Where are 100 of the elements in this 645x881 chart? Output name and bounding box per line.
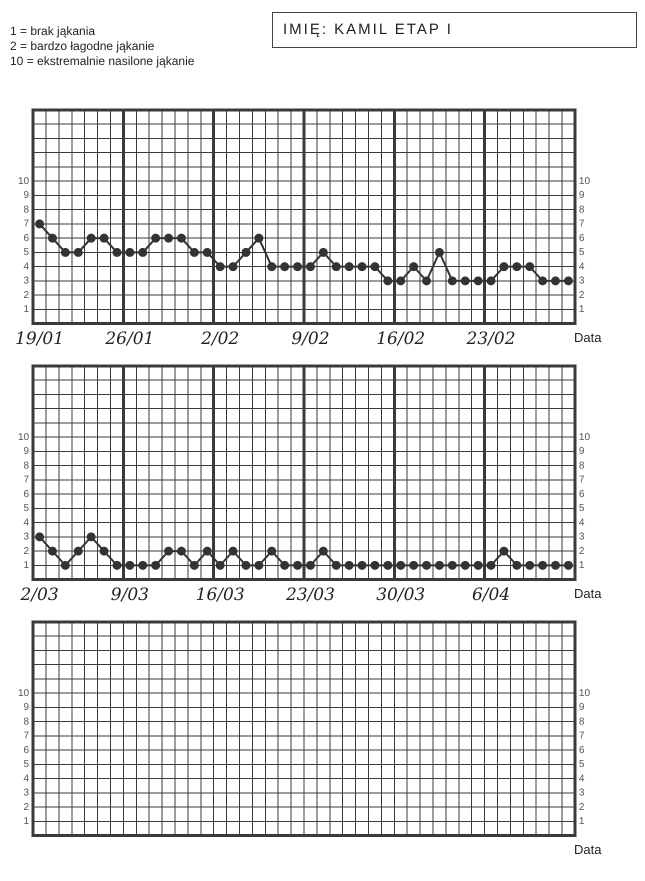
- point: [216, 560, 225, 570]
- point: [370, 262, 380, 272]
- point: [486, 560, 496, 570]
- y-tick-label: 3: [24, 788, 30, 799]
- point: [396, 560, 406, 570]
- y-tick-label: 1: [24, 816, 30, 828]
- y-tick-label: 8: [24, 460, 30, 472]
- y-tick-label: 1: [24, 560, 30, 572]
- y2-tick-label: 5: [578, 759, 585, 770]
- point: [241, 560, 250, 570]
- x-tick-label: 9/02: [291, 329, 330, 350]
- point: [241, 248, 250, 257]
- y-tick-label: 10: [18, 432, 30, 443]
- point: [151, 560, 160, 570]
- point: [112, 248, 122, 257]
- point: [60, 248, 70, 257]
- x-tick-label: 6/04: [472, 585, 510, 606]
- point: [280, 262, 290, 272]
- y2-tick-label: 9: [578, 446, 585, 458]
- y2-tick-label: 8: [578, 460, 585, 472]
- y-tick-label: 8: [24, 716, 30, 728]
- y-tick-label: 1: [24, 304, 30, 316]
- point: [460, 560, 470, 570]
- y2-tick-label: 3: [578, 276, 585, 287]
- y-tick-label: 6: [24, 744, 30, 756]
- point: [383, 560, 392, 570]
- point: [267, 546, 276, 556]
- y-tick-label: 4: [24, 517, 30, 528]
- point: [254, 234, 264, 243]
- point: [434, 560, 444, 570]
- point: [538, 276, 548, 286]
- point: [499, 262, 508, 272]
- point: [100, 546, 109, 556]
- point: [383, 276, 392, 286]
- point: [564, 560, 573, 570]
- y2-tick-label: 1: [578, 560, 585, 572]
- y-tick-label: 7: [24, 730, 30, 742]
- y2-tick-label: 5: [578, 247, 585, 258]
- point: [293, 560, 302, 570]
- point: [396, 276, 406, 286]
- point: [460, 276, 470, 286]
- x-tick-label: 16/02: [376, 329, 426, 350]
- point: [358, 262, 367, 272]
- y-tick-label: 9: [24, 702, 30, 714]
- point: [551, 560, 560, 570]
- y2-tick-label: 9: [578, 702, 585, 714]
- y2-tick-label: 7: [578, 730, 585, 742]
- point: [86, 234, 96, 243]
- point: [551, 276, 560, 286]
- point: [499, 546, 508, 556]
- y-tick-label: 7: [24, 218, 30, 230]
- point: [422, 276, 432, 286]
- point: [448, 276, 457, 286]
- point: [202, 546, 212, 556]
- point: [176, 234, 186, 243]
- x-axis-title: Data: [574, 330, 602, 345]
- point: [202, 248, 212, 257]
- y2-tick-label: 4: [578, 517, 585, 528]
- point: [306, 262, 315, 272]
- y2-tick-label: 1: [578, 816, 585, 828]
- y-tick-label: 5: [24, 759, 30, 770]
- y-tick-label: 9: [24, 446, 30, 458]
- x-tick-label: 23/03: [284, 585, 335, 606]
- text: 10 = ekstremalnie nasilone jąkanie: [10, 54, 194, 69]
- y-tick-label: 4: [24, 773, 30, 784]
- x-tick-label: 2/02: [200, 329, 240, 350]
- y2-tick-label: 6: [578, 744, 585, 756]
- y-tick-label: 9: [24, 190, 30, 202]
- x-tick-label: 30/03: [376, 585, 426, 606]
- y-tick-label: 2: [24, 546, 30, 557]
- point: [474, 560, 483, 570]
- y2-tick-label: 6: [578, 232, 585, 244]
- point: [409, 262, 418, 272]
- point: [525, 262, 534, 272]
- point: [434, 248, 444, 257]
- point: [512, 262, 522, 272]
- y-tick-label: 4: [24, 261, 30, 272]
- x-tick-label: 16/03: [196, 585, 245, 606]
- y-tick-label: 6: [24, 488, 30, 500]
- point: [280, 560, 290, 570]
- point: [176, 546, 186, 556]
- y2-tick-label: 10: [578, 176, 590, 187]
- y2-tick-label: 5: [578, 503, 585, 514]
- y2-tick-label: 7: [578, 218, 585, 230]
- point: [254, 560, 264, 570]
- y2-tick-label: 3: [578, 532, 585, 543]
- y2-tick-label: 8: [578, 204, 585, 216]
- point: [564, 276, 573, 286]
- y2-tick-label: 10: [578, 432, 590, 443]
- x-tick-label: 9/03: [110, 585, 149, 606]
- y-tick-label: 3: [24, 276, 30, 287]
- x-axis-title: Data: [574, 586, 602, 601]
- y2-tick-label: 10: [578, 688, 590, 699]
- y2-tick-label: 6: [578, 488, 585, 500]
- point: [151, 234, 160, 243]
- y-tick-label: 10: [18, 688, 30, 699]
- point: [216, 262, 225, 272]
- y-tick-label: 2: [24, 802, 30, 813]
- text: 1 = brak jąkania: [10, 24, 96, 39]
- point: [267, 262, 276, 272]
